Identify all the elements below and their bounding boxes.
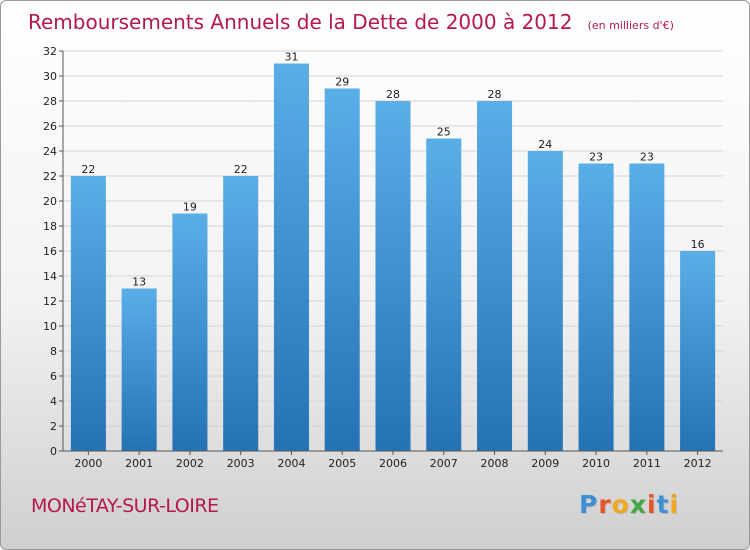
x-tick-label-2004: 2004 <box>277 457 305 470</box>
data-label-2004: 31 <box>284 51 298 64</box>
y-tick-label: 0 <box>50 445 57 458</box>
logo-letter: t <box>656 490 670 519</box>
chart-title: Remboursements Annuels de la Dette de 20… <box>28 10 674 34</box>
logo-letter: x <box>629 490 647 519</box>
logo-letter: r <box>598 490 612 519</box>
bar-2012 <box>680 251 716 451</box>
x-tick-label-2003: 2003 <box>227 457 255 470</box>
bar-2002 <box>172 213 208 451</box>
x-axis: 2000 2001 2002 2003 2004 2005 2006 2007 2008 2009… <box>63 450 723 470</box>
data-label-2007: 25 <box>437 126 451 139</box>
y-tick-label: 2 <box>50 420 57 433</box>
data-label-2005: 29 <box>335 76 349 89</box>
logo-letter: i <box>647 490 657 519</box>
x-tick-label-2010: 2010 <box>582 457 610 470</box>
data-label-2000: 22 <box>81 163 95 176</box>
y-tick-label: 12 <box>43 295 57 308</box>
x-tick-label-2001: 2001 <box>125 457 153 470</box>
data-label-2002: 19 <box>183 201 197 214</box>
chart-title-unit: (en milliers d'€) <box>588 19 674 32</box>
bar-2007 <box>426 138 462 451</box>
x-tick-label-2012: 2012 <box>684 457 712 470</box>
bar-2003 <box>223 176 259 451</box>
y-tick-label: 20 <box>43 195 57 208</box>
chart-title-main: Remboursements Annuels de la Dette de 20… <box>28 10 572 34</box>
y-tick-label: 30 <box>43 70 57 83</box>
y-tick-label: 4 <box>50 395 57 408</box>
y-tick-label: 6 <box>50 370 57 383</box>
bar-2008 <box>477 101 513 451</box>
proxiti-logo: Proxiti <box>579 490 679 519</box>
data-label-2001: 13 <box>132 276 146 289</box>
y-tick-label: 24 <box>43 145 57 158</box>
x-tick-label-2009: 2009 <box>531 457 559 470</box>
y-tick-label: 32 <box>43 45 57 58</box>
logo-letter: i <box>669 490 680 519</box>
x-tick-label-2008: 2008 <box>481 457 509 470</box>
bar-2010 <box>578 163 614 451</box>
logo-letter: o <box>611 490 630 519</box>
bar-2005 <box>324 88 360 451</box>
y-tick-label: 16 <box>43 245 57 258</box>
x-tick-label-2011: 2011 <box>633 457 661 470</box>
y-tick-label: 18 <box>43 220 57 233</box>
bar-2011 <box>629 163 665 451</box>
x-tick-label-2006: 2006 <box>379 457 407 470</box>
x-tick-label-2002: 2002 <box>176 457 204 470</box>
data-label-2011: 23 <box>640 151 654 164</box>
bar-2006 <box>375 101 411 451</box>
y-tick-label: 26 <box>43 120 57 133</box>
bar-2009 <box>527 151 563 451</box>
data-label-2008: 28 <box>488 88 502 101</box>
bar-2004 <box>273 63 309 451</box>
x-tick-label-2007: 2007 <box>430 457 458 470</box>
logo-letter: P <box>579 490 599 519</box>
commune-name: MONéTAY-SUR-LOIRE <box>31 495 219 517</box>
y-tick-label: 14 <box>43 270 57 283</box>
y-tick-label: 8 <box>50 345 57 358</box>
data-label-2010: 23 <box>589 151 603 164</box>
bar-2000 <box>70 176 106 451</box>
data-label-2006: 28 <box>386 88 400 101</box>
y-tick-label: 22 <box>43 170 57 183</box>
x-tick-label-2000: 2000 <box>74 457 102 470</box>
data-label-2003: 22 <box>234 163 248 176</box>
x-tick-label-2005: 2005 <box>328 457 356 470</box>
data-label-2012: 16 <box>691 238 705 251</box>
bar-2001 <box>121 288 157 451</box>
y-tick-label: 28 <box>43 95 57 108</box>
bars: 22 13 19 22 31 29 28 25 28 24 23 23 16 <box>70 51 716 451</box>
y-tick-label: 10 <box>43 320 57 333</box>
data-label-2009: 24 <box>538 138 552 151</box>
